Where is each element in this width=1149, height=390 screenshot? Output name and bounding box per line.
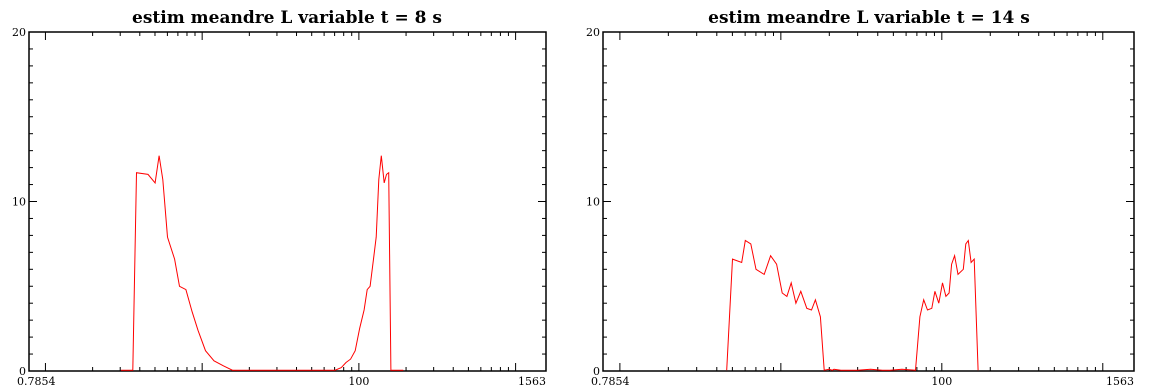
x-tick-label: 0.7854: [591, 375, 630, 388]
x-tick-label: 100: [931, 375, 952, 388]
plot-frame: [28, 31, 547, 372]
chart-title: estim meandre L variable t = 14 s: [708, 8, 1030, 28]
x-tick-label: 0.7854: [17, 375, 56, 388]
tick-labels: 0 10 20 0.7854 100 1563: [12, 26, 546, 388]
y-tick-label: 0: [19, 365, 26, 378]
y-tick-label: 20: [12, 26, 26, 39]
y-tick-label: 10: [586, 196, 600, 209]
chart-left: estim meandre L variable t = 8 s 0 10 20 0.…: [12, 8, 547, 388]
x-tick-label: 1563: [1106, 375, 1134, 388]
plot-frame: [602, 31, 1135, 372]
y-tick-label: 0: [593, 365, 600, 378]
tick-marks: [29, 31, 546, 372]
y-tick-label: 10: [12, 196, 26, 209]
x-tick-label: 100: [348, 375, 369, 388]
tick-marks: [603, 31, 1134, 372]
tick-labels: 0 10 20 0.7854 100 1563: [586, 26, 1134, 388]
y-tick-label: 20: [586, 26, 600, 39]
chart-right: estim meandre L variable t = 14 s 010200…: [586, 8, 1135, 388]
chart-title: estim meandre L variable t = 8 s: [132, 8, 442, 28]
data-series-line: [120, 155, 404, 371]
x-tick-label: 1563: [518, 375, 546, 388]
data-series-line: [726, 239, 979, 371]
